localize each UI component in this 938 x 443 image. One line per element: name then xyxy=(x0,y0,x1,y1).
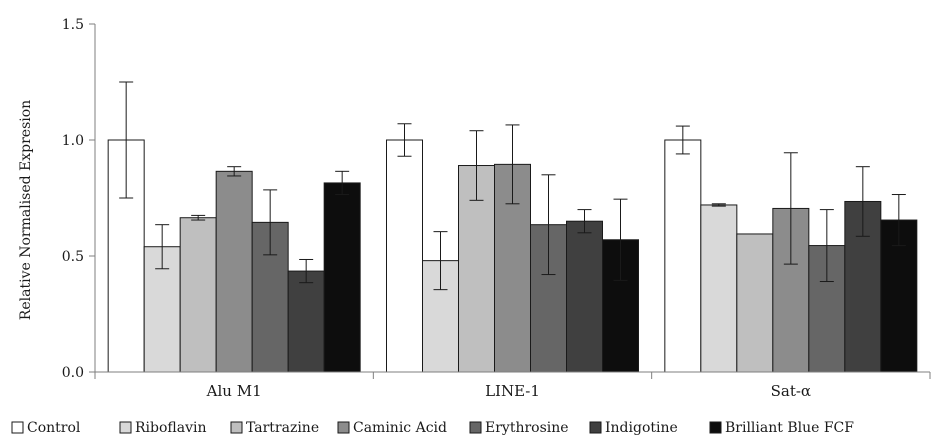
y-tick-label: 1.5 xyxy=(62,17,84,33)
bar xyxy=(179,217,217,373)
legend-label: Tartrazine xyxy=(246,420,319,436)
bar xyxy=(323,182,361,373)
y-tick-label: 0.0 xyxy=(62,365,84,381)
legend-label: Brilliant Blue FCF xyxy=(725,420,854,436)
legend-label: Caminic Acid xyxy=(353,420,447,436)
bar xyxy=(566,220,603,373)
y-tick-label: 1.0 xyxy=(62,133,84,149)
legend-swatch xyxy=(709,421,722,434)
x-category-label: Alu M1 xyxy=(206,382,262,400)
legend-label: Erythrosine xyxy=(485,420,569,436)
plot-area xyxy=(107,81,918,373)
legend-swatch xyxy=(589,421,602,434)
x-category-label: Sat-α xyxy=(771,382,811,400)
legend-swatch xyxy=(469,421,482,434)
bar xyxy=(700,204,738,373)
bar xyxy=(386,139,423,373)
y-axis-title: Relative Normalised Expresion xyxy=(18,100,34,320)
legend: Control Riboflavin Tartrazine Caminic Acid E… xyxy=(11,420,854,436)
bar xyxy=(602,239,639,373)
bar xyxy=(664,139,702,373)
legend-swatch xyxy=(119,421,132,434)
bar xyxy=(215,170,253,373)
y-axis: 0.0 0.5 1.0 1.5 xyxy=(62,17,96,381)
x-axis: Alu M1 LINE-1 Sat-α xyxy=(94,371,931,400)
x-category-label: LINE-1 xyxy=(485,382,540,400)
legend-swatch xyxy=(230,421,243,434)
legend-label: Control xyxy=(27,420,81,436)
legend-label: Indigotine xyxy=(605,420,678,436)
bar xyxy=(736,233,774,373)
legend-label: Riboflavin xyxy=(135,420,207,436)
bar xyxy=(287,270,325,373)
legend-swatch xyxy=(337,421,350,434)
y-tick-label: 0.5 xyxy=(62,249,84,265)
legend-swatch xyxy=(11,421,24,434)
